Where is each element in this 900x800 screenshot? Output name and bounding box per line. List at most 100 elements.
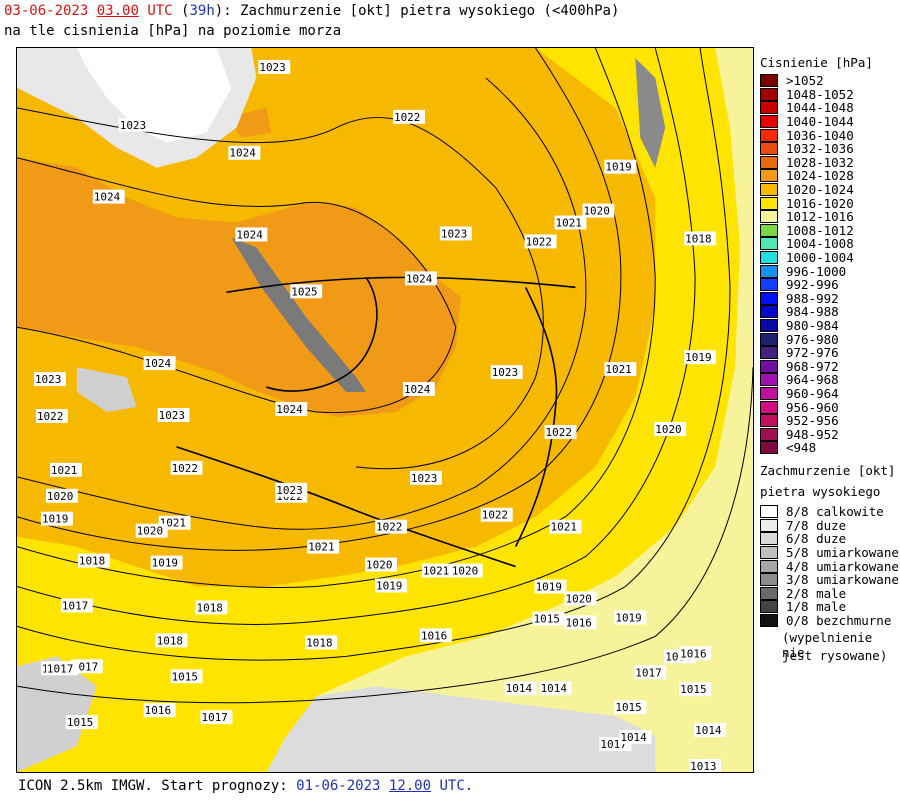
legend-swatch	[760, 586, 778, 600]
isobar-label: 1017	[70, 659, 103, 673]
isobar-label: 1015	[679, 682, 712, 696]
svg-text:1021: 1021	[551, 521, 577, 534]
isobar-label: 1021	[421, 563, 454, 578]
cloud-patch-west	[76, 367, 137, 412]
isobar-label: 1014	[504, 681, 537, 695]
svg-text:1018: 1018	[306, 636, 332, 649]
svg-text:1024: 1024	[404, 383, 431, 396]
legend-label: 4/8 umiarkowane	[786, 558, 899, 574]
valid-tz: UTC	[147, 3, 173, 19]
legend-label: 996-1000	[786, 263, 847, 279]
title-text: : Zachmurzenie [okt] pietra wysokiego (<…	[223, 3, 620, 19]
isobar-label: 1023	[439, 226, 472, 240]
legend-swatch	[760, 251, 778, 265]
isobar-label: 1023	[258, 59, 291, 74]
isobar-label: 1018	[305, 635, 338, 649]
isobar-label: 1024	[228, 145, 261, 160]
isobar-label: 1019	[150, 555, 183, 570]
legend-swatch	[760, 573, 778, 587]
legend-swatch	[760, 600, 778, 614]
svg-text:1015: 1015	[680, 683, 706, 696]
pressure-legend-item: 964-968	[760, 373, 839, 387]
isobar-label: 1021	[554, 215, 587, 230]
legend-label: 1044-1048	[786, 100, 854, 116]
svg-text:1024: 1024	[94, 191, 121, 204]
isobar-label: 1015	[65, 715, 98, 729]
svg-text:1020: 1020	[583, 205, 609, 218]
map-title: 03-06-2023 03.00 UTC (39h): Zachmurzenie…	[4, 3, 620, 19]
isobar-label: 1016	[143, 703, 176, 717]
pressure-legend-item: 984-988	[760, 305, 839, 319]
svg-text:1023: 1023	[441, 227, 467, 240]
isobar-label: 1023	[157, 408, 190, 422]
legend-swatch	[760, 319, 778, 333]
isobar-label: 1020	[45, 488, 78, 503]
legend-label: 988-992	[786, 290, 839, 306]
isobar-label: 1024	[143, 356, 176, 370]
svg-text:1015: 1015	[67, 716, 93, 729]
legend-swatch	[760, 210, 778, 224]
model-info-prefix: ICON 2.5km IMGW. Start prognozy:	[18, 778, 297, 794]
legend-swatch	[760, 278, 778, 292]
pressure-legend-item: 988-992	[760, 290, 839, 306]
legend-label: 1012-1016	[786, 209, 854, 225]
isobar-label: 1020	[450, 563, 483, 578]
isobar-label: 1022	[35, 409, 68, 423]
isobar-label: 1024	[235, 227, 268, 241]
pressure-legend-item: 1016-1020	[760, 196, 854, 210]
svg-text:1024: 1024	[406, 272, 433, 285]
pressure-legend-item: 1040-1044	[760, 115, 854, 129]
isobar-labels: 1023102210231024101910241024102110201023…	[33, 59, 727, 773]
cloud-legend-item: 3/8 umiarkowane	[760, 573, 899, 587]
isobar-label: 1023	[490, 365, 523, 379]
legend-label: 968-972	[786, 358, 839, 374]
isobar-label: 1022	[480, 507, 513, 522]
legend-swatch	[760, 518, 778, 532]
svg-text:1024: 1024	[145, 357, 172, 370]
svg-text:1023: 1023	[35, 373, 61, 386]
cloud-patch-sw	[17, 656, 97, 772]
run-tz: UTC.	[439, 778, 474, 794]
pressure-legend-item: 980-984	[760, 319, 839, 333]
isobar-label: 1025	[290, 284, 323, 298]
legend-swatch	[760, 441, 778, 455]
pressure-legend-item: 1020-1024	[760, 183, 854, 197]
svg-text:1017: 1017	[47, 662, 73, 675]
legend-label: 964-968	[786, 372, 839, 388]
svg-text:1024: 1024	[236, 228, 263, 241]
cloud-legend-item: 6/8 duze	[760, 532, 846, 546]
isobar-label: 1021	[604, 362, 637, 376]
cloud-legend-subtitle: pietra wysokiego	[760, 484, 881, 499]
cloud-legend-item: 4/8 umiarkowane	[760, 559, 899, 573]
isobar-label: 1020	[564, 591, 597, 605]
legend-label: 976-980	[786, 331, 839, 347]
legend-swatch	[760, 346, 778, 360]
isobar-label: 1016	[564, 615, 597, 629]
legend-swatch	[760, 387, 778, 401]
svg-text:1023: 1023	[411, 472, 437, 485]
svg-text:1020: 1020	[366, 559, 392, 572]
legend-label: 6/8 duze	[786, 531, 847, 547]
isobar-label: 1015	[170, 669, 203, 683]
svg-text:1015: 1015	[534, 612, 560, 625]
svg-text:1015: 1015	[172, 670, 198, 683]
isobar-label: 1015	[614, 700, 647, 714]
svg-text:1023: 1023	[120, 119, 146, 132]
svg-text:1023: 1023	[159, 409, 185, 422]
pressure-area-1012-1016-east	[715, 48, 753, 228]
pressure-legend-item: 1032-1036	[760, 142, 854, 156]
svg-text:1019: 1019	[536, 581, 562, 594]
svg-text:1024: 1024	[276, 403, 303, 416]
legend-swatch	[760, 101, 778, 115]
legend-label: 1008-1012	[786, 222, 854, 238]
legend-label: 1000-1004	[786, 250, 854, 266]
pressure-legend-item: 1048-1052	[760, 87, 854, 102]
isobar-label: 1017	[200, 710, 233, 724]
svg-text:1017: 1017	[635, 666, 661, 679]
isobar-label: 1021	[549, 519, 582, 534]
isobar-label: 1017	[60, 598, 93, 612]
isobar-label: 1024	[402, 382, 435, 396]
pressure-legend-item: 948-952	[760, 427, 839, 442]
legend-label: 980-984	[786, 318, 839, 334]
svg-text:1013: 1013	[690, 760, 716, 773]
